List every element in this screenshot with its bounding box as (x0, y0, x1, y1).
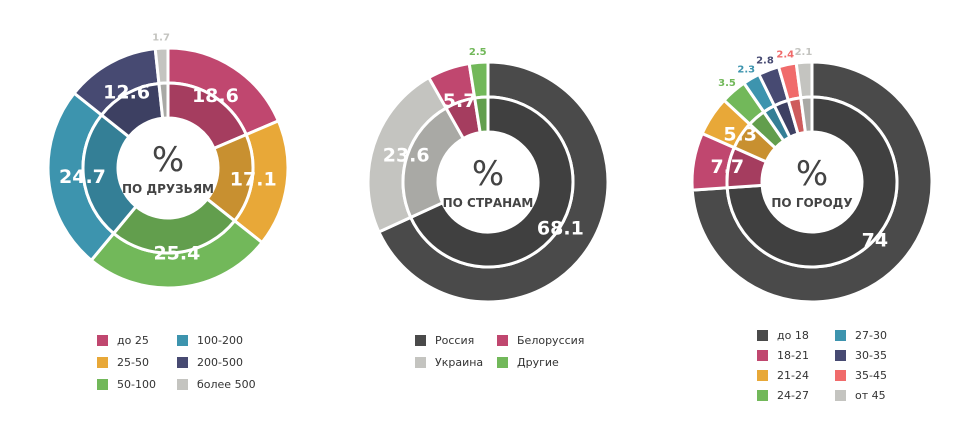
legend-label: 50-100 (117, 378, 156, 391)
legend-swatch (757, 330, 768, 341)
legend-item: 50-100 (97, 378, 156, 391)
legend-swatch (757, 390, 768, 401)
legend-swatch (835, 370, 846, 381)
slice-inner-4 (473, 95, 490, 135)
legend-item: 18-21 (757, 349, 809, 362)
legend-swatch (757, 370, 768, 381)
legend-swatch (497, 335, 508, 346)
legend-item: 30-35 (835, 349, 887, 362)
data-label-1: 18.6 (192, 85, 239, 107)
legend-item: 100-200 (177, 334, 243, 347)
legend-item: до 18 (757, 329, 809, 342)
legend-label: более 500 (197, 378, 256, 391)
center-percent-symbol: % (472, 154, 504, 194)
center-percent-symbol: % (796, 154, 828, 194)
data-label-3: 5.7 (443, 90, 477, 112)
legend-swatch (97, 357, 108, 368)
slice-inner-1 (725, 95, 899, 269)
legend-item: Белоруссия (497, 334, 584, 347)
legend-label: 200-500 (197, 356, 243, 369)
legend-swatch (757, 350, 768, 361)
legend-item: Другие (497, 356, 559, 369)
slice-inner-8 (799, 95, 814, 134)
data-label-7: 2.4 (776, 49, 794, 60)
legend-label: 24-27 (777, 389, 809, 402)
data-label-1: 68.1 (537, 217, 584, 239)
data-label-6: 2.8 (756, 55, 774, 66)
data-label-8: 2.1 (795, 47, 813, 58)
legend-swatch (415, 335, 426, 346)
legend-item: 21-24 (757, 369, 809, 382)
legend-item: до 25 (97, 334, 149, 347)
slice-inner-1 (409, 95, 575, 269)
legend-item: 27-30 (835, 329, 887, 342)
data-label-4: 24.7 (59, 166, 106, 188)
legend-label: Другие (517, 356, 559, 369)
legend-swatch (177, 335, 188, 346)
legend-item: 200-500 (177, 356, 243, 369)
legend-label: Россия (435, 334, 475, 347)
donut-chart-3: 74 7.7 5.3 3.52.32.82.4 2.1% ПО ГОРОДУ (690, 47, 934, 304)
data-label-2: 23.6 (383, 145, 430, 167)
data-label-2: 17.1 (230, 168, 277, 190)
legend-label: 100-200 (197, 334, 243, 347)
legend-label: 35-45 (855, 369, 887, 382)
data-label-4: 2.5 (469, 47, 487, 58)
legend-item: 24-27 (757, 389, 809, 402)
center-label: ПО СТРАНАМ (443, 196, 534, 210)
legend-item: Россия (415, 334, 474, 347)
data-label-2: 7.7 (710, 156, 744, 178)
center-label: ПО ГОРОДУ (771, 196, 852, 210)
data-label-1: 74 (862, 230, 888, 252)
data-label-3: 25.4 (153, 243, 200, 265)
legend-swatch (415, 357, 426, 368)
slice-inner-6 (157, 81, 170, 120)
legend-label: Украина (435, 356, 484, 369)
donut-chart-1: 18.6 17.1 25.4 24.7 12.6 1.7% ПО ДРУЗЬЯМ (46, 33, 290, 290)
legend-swatch (835, 330, 846, 341)
legend-item: от 45 (835, 389, 886, 402)
data-label-3: 5.3 (723, 124, 757, 146)
data-label-6: 1.7 (152, 33, 170, 44)
data-label-5: 2.3 (737, 64, 755, 75)
legend-swatch (497, 357, 508, 368)
legend-label: 27-30 (855, 329, 887, 342)
legend-swatch (835, 390, 846, 401)
legend-label: от 45 (855, 389, 886, 402)
legend-item: Украина (415, 356, 483, 369)
center-percent-symbol: % (152, 140, 184, 180)
legend-item: 25-50 (97, 356, 149, 369)
legend-swatch (177, 379, 188, 390)
legend-label: до 18 (777, 329, 809, 342)
legend-label: 18-21 (777, 349, 809, 362)
legend-item: более 500 (177, 378, 256, 391)
legend-label: до 25 (117, 334, 149, 347)
data-label-4: 3.5 (718, 78, 736, 89)
data-label-5: 12.6 (103, 82, 150, 104)
center-label: ПО ДРУЗЬЯМ (122, 182, 214, 196)
legend-item: 35-45 (835, 369, 887, 382)
legend-swatch (835, 350, 846, 361)
legend-label: Белоруссия (517, 334, 585, 347)
legend-label: 30-35 (855, 349, 887, 362)
legend-swatch (177, 357, 188, 368)
legend-label: 25-50 (117, 356, 149, 369)
donut-chart-2: 68.1 23.6 5.7 2.5% ПО СТРАНАМ (366, 47, 610, 304)
slice-outer-6 (153, 46, 170, 85)
legend-swatch (97, 379, 108, 390)
legend-swatch (97, 335, 108, 346)
legend-label: 21-24 (777, 369, 809, 382)
